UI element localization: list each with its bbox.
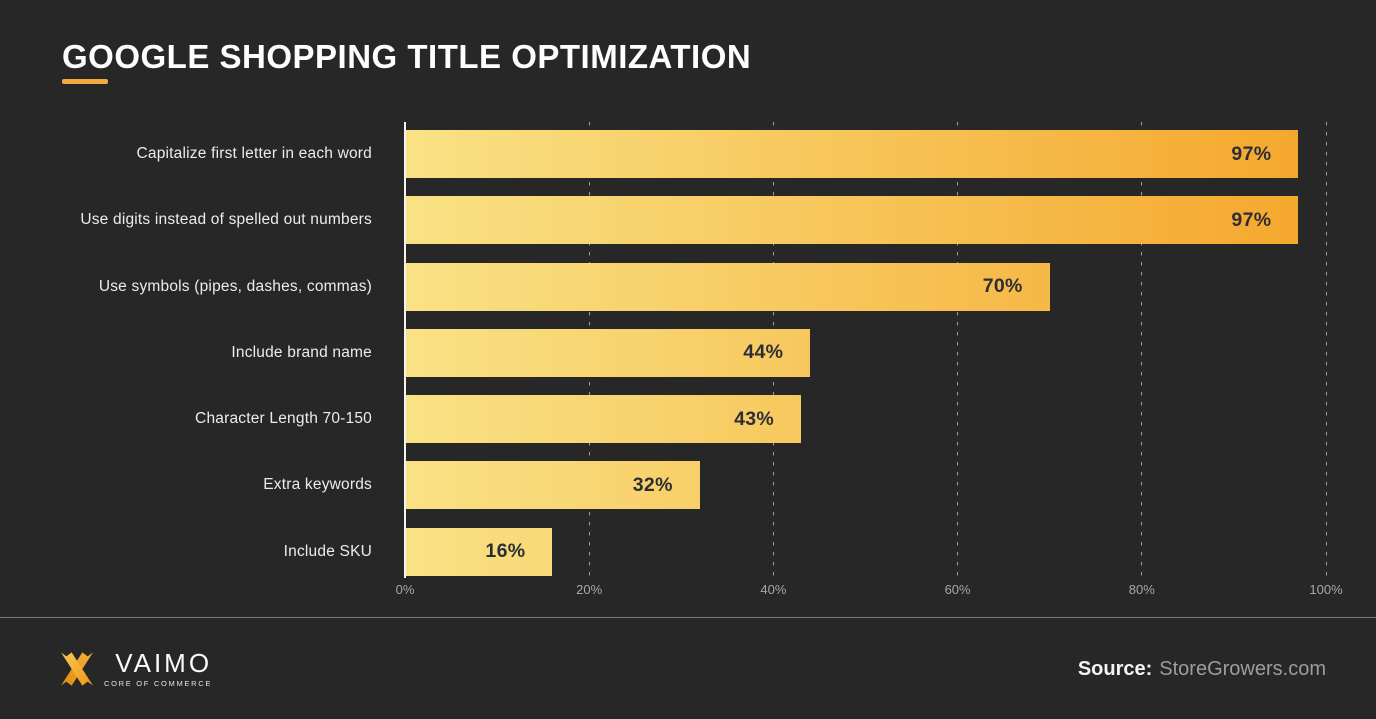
- source-label: Source:: [1077, 658, 1153, 680]
- bar-value-label: 32%: [632, 473, 673, 496]
- category-label: Capitalize first letter in each word: [136, 145, 372, 162]
- gridline-60%: [957, 122, 959, 578]
- bar-value-label: 70%: [982, 275, 1023, 298]
- footer-divider: [0, 617, 1376, 618]
- bar-row: 32%: [405, 461, 1326, 510]
- vaimo-logo: VAIMO CORE OF COMMERCE: [57, 647, 212, 691]
- y-axis-line: [404, 122, 406, 578]
- vaimo-x-icon: [61, 652, 93, 686]
- source-value: StoreGrowers.com: [1159, 658, 1326, 680]
- bar-value-label: 43%: [734, 407, 775, 430]
- category-label: Use symbols (pipes, dashes, commas): [98, 277, 372, 295]
- category-label: Use digits instead of spelled out number…: [80, 211, 372, 229]
- bar: 97%: [405, 130, 1299, 178]
- vaimo-wordmark: VAIMO: [115, 648, 213, 678]
- category-label: Include brand name: [231, 343, 372, 361]
- x-tick-label-20%: 20%: [576, 582, 603, 597]
- x-tick-label-60%: 60%: [944, 582, 971, 597]
- category-label: Character Length 70-150: [195, 410, 372, 428]
- bar-chart-plot-area: 97% 97% 70% 44% 43% 32% 16%: [404, 122, 1327, 578]
- bar-row: 70%: [405, 262, 1326, 311]
- bar-row: 43%: [405, 395, 1326, 444]
- x-tick-label-100%: 100%: [1309, 582, 1343, 597]
- x-tick-label-0%: 0%: [395, 582, 415, 597]
- x-tick-label-80%: 80%: [1128, 582, 1155, 597]
- bar: 70%: [405, 262, 1050, 311]
- bar: 16%: [405, 527, 553, 576]
- vaimo-tagline: CORE OF COMMERCE: [104, 679, 213, 688]
- gridline-100%: [1325, 122, 1327, 578]
- x-tick-label-40%: 40%: [760, 582, 787, 597]
- bar: 44%: [405, 328, 811, 377]
- category-label: Include SKU: [283, 542, 372, 560]
- bar: 97%: [405, 196, 1299, 245]
- bar-row: 16%: [405, 527, 1326, 576]
- bar-row: 97%: [405, 196, 1326, 245]
- vaimo-logo-text: VAIMO CORE OF COMMERCE: [104, 650, 212, 688]
- gridline-80%: [1141, 122, 1143, 578]
- x-axis-tick-labels: 0% 20% 40% 60% 80% 100%: [396, 582, 1343, 600]
- bar-value-label: 97%: [1231, 142, 1272, 165]
- bar-value-label: 44%: [743, 341, 784, 364]
- bar-value-label: 16%: [485, 540, 526, 563]
- category-label: Extra keywords: [263, 476, 372, 494]
- bar-row: 44%: [405, 328, 1326, 377]
- page-title: GOOGLE SHOPPING TITLE OPTIMIZATION: [62, 38, 752, 75]
- title-accent-dash: [62, 79, 108, 84]
- bar: 32%: [405, 461, 700, 510]
- bar-row: 97%: [405, 130, 1326, 178]
- source-attribution: Source: StoreGrowers.com: [1078, 658, 1326, 681]
- bar-value-label: 97%: [1231, 208, 1272, 231]
- category-labels: Capitalize first letter in each word Use …: [0, 122, 372, 578]
- bar: 43%: [405, 395, 802, 444]
